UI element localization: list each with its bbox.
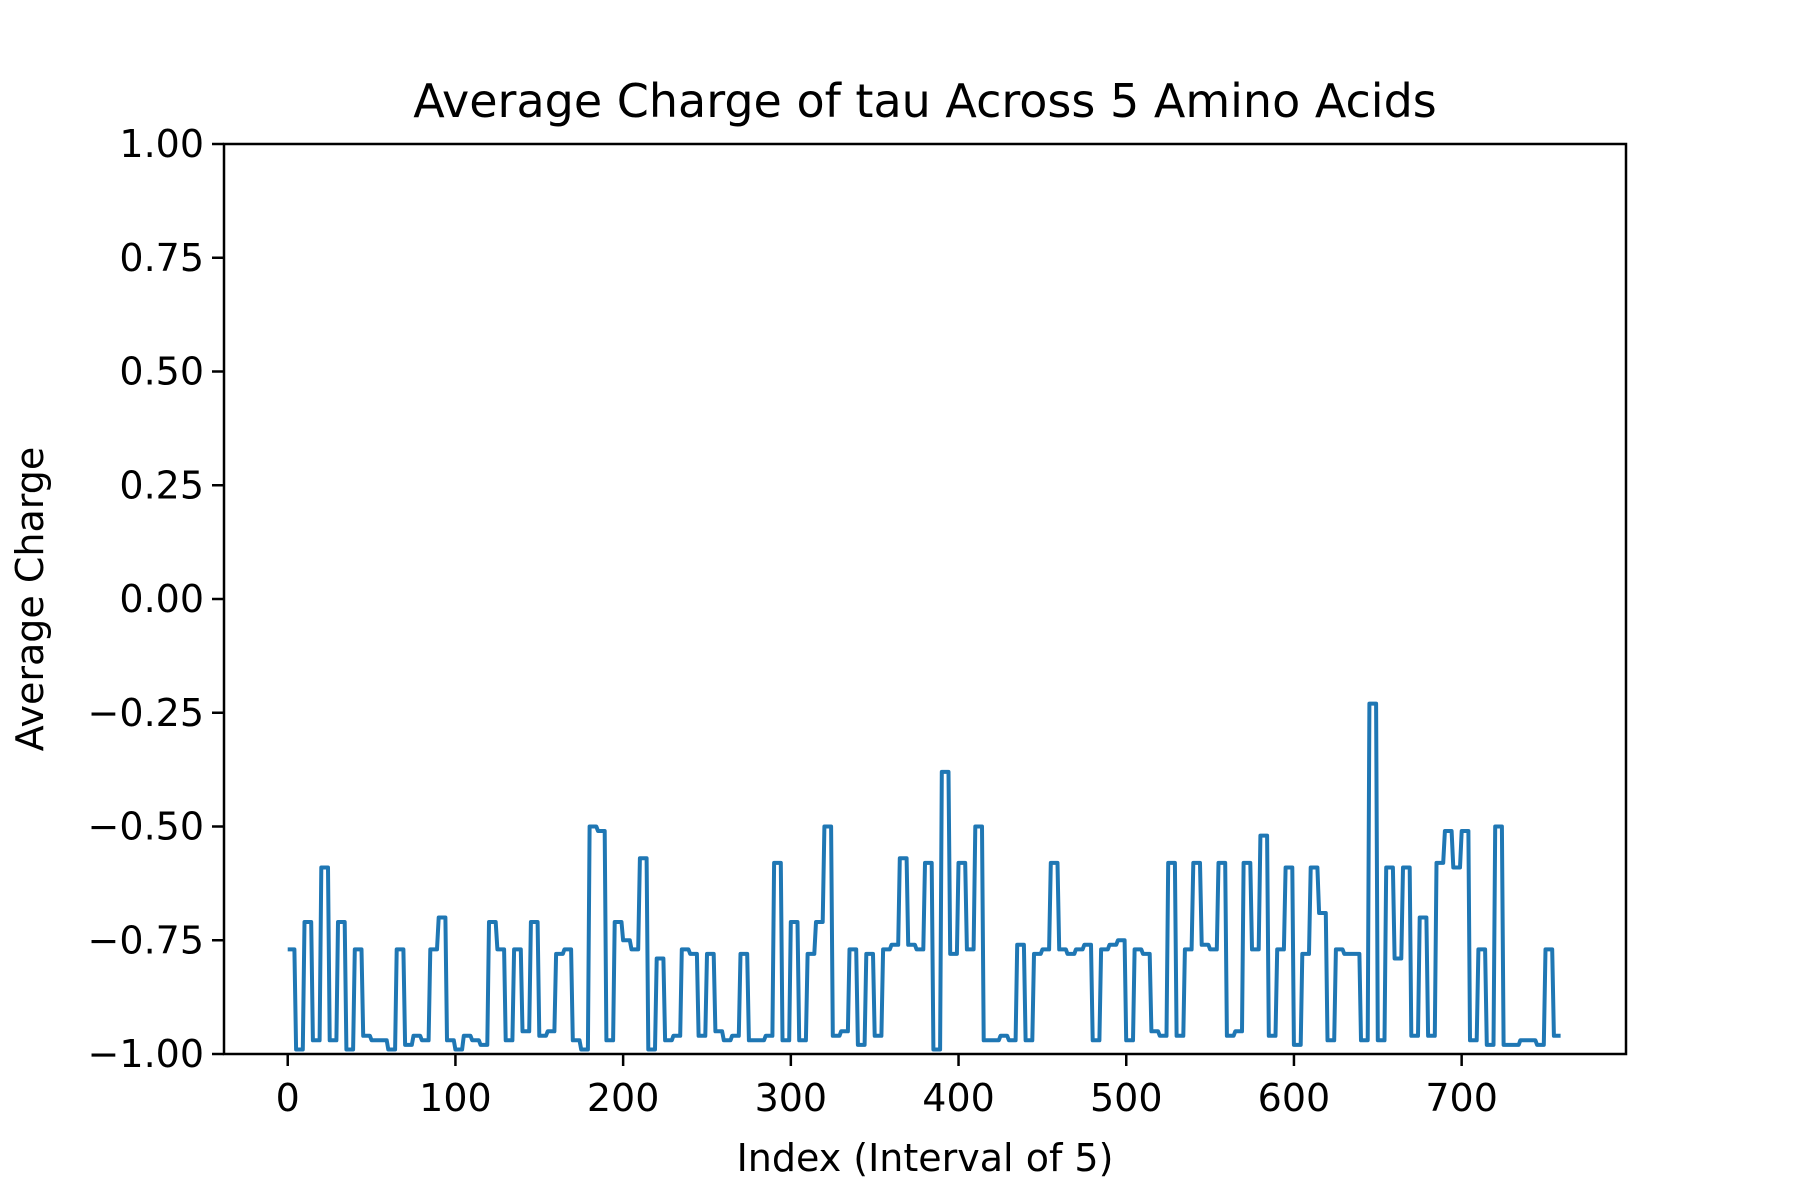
x-tick-label: 700 — [1425, 1076, 1498, 1120]
y-axis-label: Average Charge — [8, 447, 52, 751]
y-tick-label: 1.00 — [119, 122, 204, 166]
x-axis-label: Index (Interval of 5) — [737, 1136, 1114, 1180]
x-axis: 0 100 200 300 400 500 600 700 — [276, 1054, 1498, 1120]
x-tick-label: 0 — [276, 1076, 300, 1120]
y-tick-label: −1.00 — [88, 1032, 204, 1076]
y-tick-label: −0.25 — [88, 691, 204, 735]
y-tick-label: 0.75 — [119, 236, 204, 280]
x-tick-label: 200 — [587, 1076, 660, 1120]
x-tick-label: 500 — [1090, 1076, 1163, 1120]
y-tick-label: 0.25 — [119, 463, 204, 507]
x-tick-label: 400 — [922, 1076, 995, 1120]
series-line — [287, 701, 1561, 1052]
chart-title: Average Charge of tau Across 5 Amino Aci… — [413, 74, 1436, 128]
x-tick-label: 100 — [419, 1076, 492, 1120]
y-tick-label: 0.50 — [119, 350, 204, 394]
y-tick-label: 0.00 — [119, 577, 204, 621]
y-axis: 1.00 0.75 0.50 0.25 0.00 −0.25 −0.50 −0.75 −1.00 — [88, 122, 224, 1076]
plot-frame — [222, 142, 1628, 1056]
x-tick-label: 600 — [1258, 1076, 1331, 1120]
y-tick-label: −0.50 — [88, 805, 204, 849]
x-tick-label: 300 — [755, 1076, 828, 1120]
y-tick-label: −0.75 — [88, 918, 204, 962]
